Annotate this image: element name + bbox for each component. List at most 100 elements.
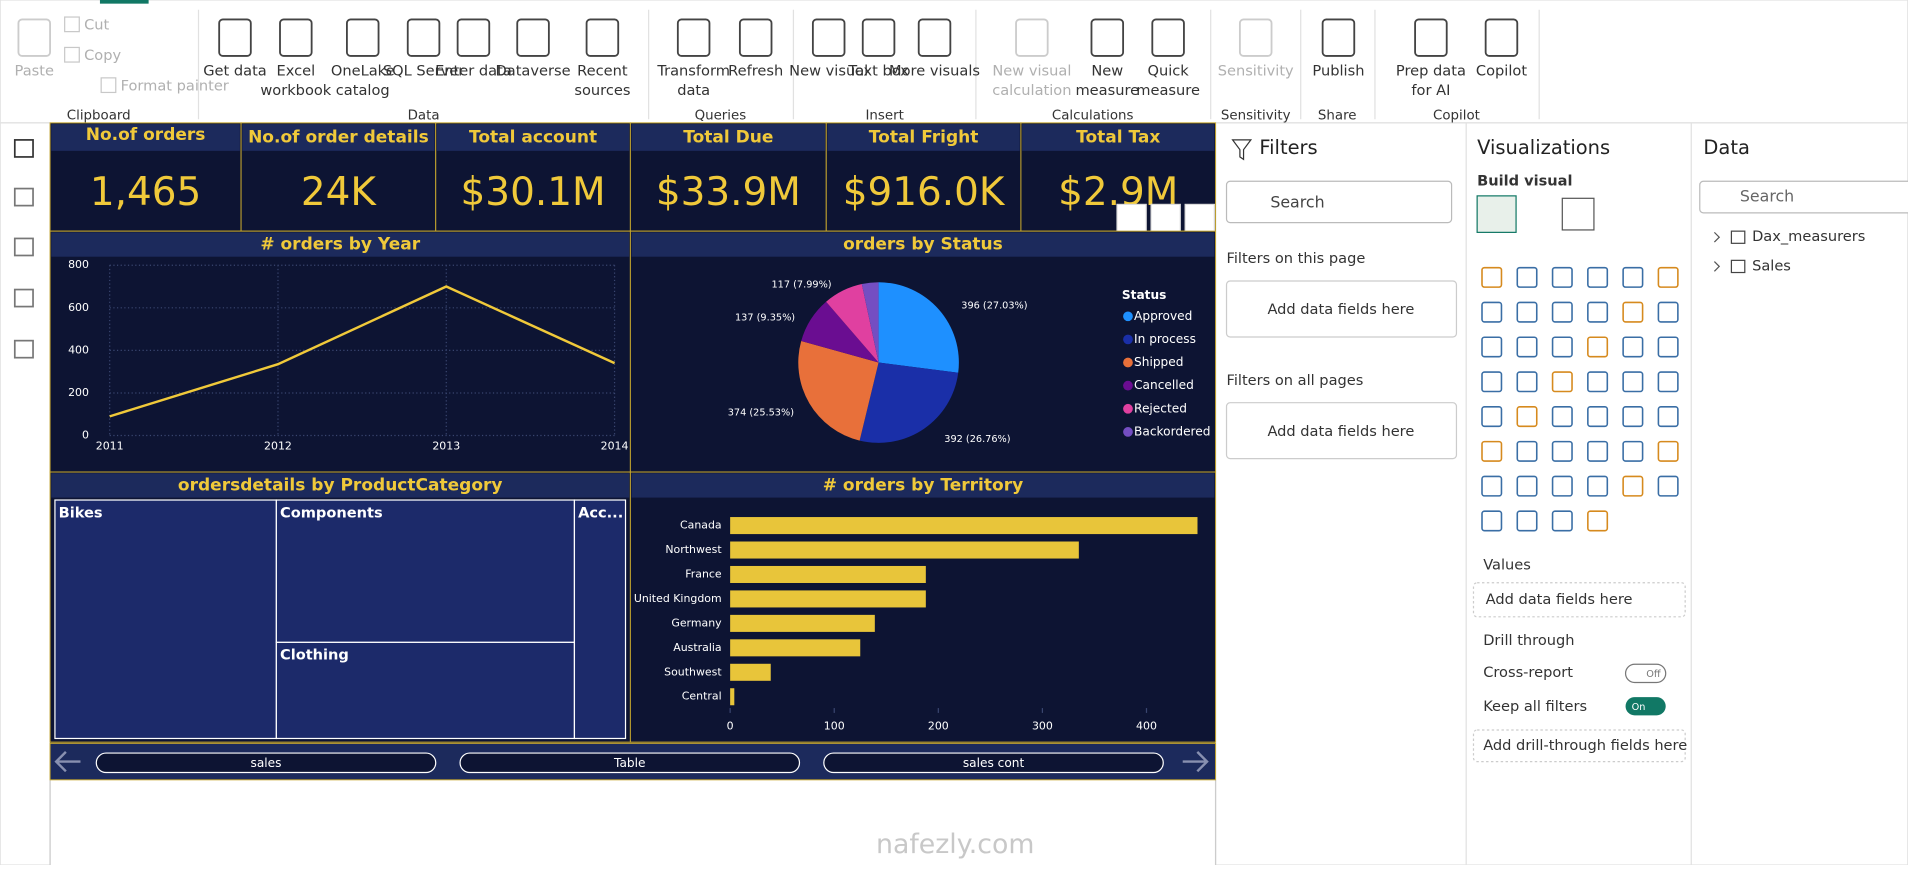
visual-type-icon[interactable] [1657,406,1679,428]
visual-type-icon[interactable] [1657,371,1679,393]
bar[interactable] [730,688,735,706]
legend-entry[interactable]: Cancelled [1134,378,1194,392]
ribbon-button[interactable]: New visual [789,62,869,80]
visual-type-icon[interactable] [1622,475,1644,497]
treemap-tile[interactable] [275,499,576,643]
ribbon-button-box[interactable]: New measure [1061,61,1153,105]
bar[interactable] [730,663,771,681]
bar[interactable] [730,517,1198,535]
visual-type-icon[interactable] [1481,301,1503,323]
focus-mode[interactable] [1150,203,1181,232]
visual-type-icon[interactable] [1657,475,1679,497]
ribbon-button[interactable]: Sensitivity [1217,62,1294,80]
visual-type-icon[interactable] [1622,440,1644,462]
visual-type-icon[interactable] [1551,406,1573,428]
treemap-tile[interactable] [275,641,576,740]
ribbon-button-box[interactable]: Copilot [1455,61,1547,105]
visual-type-icon[interactable] [1516,301,1538,323]
ribbon-button-box[interactable]: OneLake catalog [317,61,409,105]
ribbon-button[interactable]: Enter data [435,62,512,80]
legend-entry[interactable]: In process [1134,332,1196,346]
ribbon-button-box[interactable]: Publish [1292,61,1384,105]
visual-type-icon[interactable] [1516,371,1538,393]
bar[interactable] [730,541,1079,559]
visual-type-icon[interactable] [1551,301,1573,323]
ribbon-button[interactable]: Prep data for AI [1395,62,1466,99]
ribbon-button[interactable]: Get data [203,62,267,80]
ribbon-button-box[interactable]: New visual [782,61,874,105]
drop-well[interactable] [1472,582,1686,618]
ribbon-button[interactable]: New visual calculation [992,62,1072,99]
ribbon-button[interactable]: Text box [848,62,909,80]
ribbon-button-box[interactable]: Refresh [709,61,801,105]
visual-type-icon[interactable] [1481,336,1503,358]
ribbon-button[interactable]: Format painter [121,77,229,94]
visual-type-icon[interactable] [1481,475,1503,497]
ribbon-button-box[interactable]: Prep data for AI [1385,61,1477,105]
format-tab[interactable] [1561,197,1595,231]
visual-type-icon[interactable] [1587,440,1609,462]
ribbon-button-box[interactable]: Transform data [647,61,739,105]
ribbon-button-box[interactable]: Get data [189,61,281,105]
visual-type-icon[interactable] [1481,406,1503,428]
ribbon-button-box[interactable]: Dataverse [487,61,579,105]
more-options[interactable] [1184,203,1215,232]
treemap-tile[interactable] [54,499,277,740]
expand-chevron[interactable] [1713,231,1721,243]
page-tab[interactable] [823,752,1164,774]
search-box[interactable] [1699,180,1908,214]
ribbon-button-box[interactable]: New visual calculation [986,61,1078,105]
ribbon-button[interactable]: New measure [1075,62,1140,99]
legend-entry[interactable]: Backordered [1134,424,1210,438]
table-name[interactable]: Sales [1752,257,1791,274]
prev-arrow[interactable] [54,750,81,773]
visual-type-icon[interactable] [1516,510,1538,532]
visual-type-icon[interactable] [1657,440,1679,462]
ribbon-button-box[interactable]: Text box [832,61,924,105]
visual-type-icon[interactable] [1587,301,1609,323]
legend-entry[interactable]: Approved [1134,309,1192,323]
visual-type-icon[interactable] [1657,266,1679,288]
ribbon-button[interactable]: Cut [84,17,109,34]
visual-type-icon[interactable] [1622,336,1644,358]
nav-icon[interactable] [13,288,34,308]
build-tab[interactable] [1476,195,1517,233]
drop-well[interactable] [1225,280,1458,338]
ribbon-button-box[interactable]: SQL Server [377,61,469,105]
ribbon-button-box[interactable]: Excel workbook [250,61,342,105]
toggle[interactable] [1625,697,1666,716]
ribbon-button-box[interactable]: Quick measure [1122,61,1214,105]
expand-chevron[interactable] [1713,261,1721,272]
nav-icon[interactable] [13,339,34,359]
ribbon-button[interactable]: Dataverse [495,62,571,80]
visual-type-icon[interactable] [1516,266,1538,288]
bar[interactable] [730,639,861,657]
ribbon-button[interactable]: Quick measure [1136,62,1200,99]
ribbon-button[interactable]: Refresh [728,62,784,80]
page-tab[interactable] [459,752,801,774]
visual-type-icon[interactable] [1587,475,1609,497]
visual-type-icon[interactable] [1587,510,1609,532]
ribbon-button[interactable]: SQL Server [382,62,465,80]
ribbon-button[interactable]: OneLake catalog [330,62,395,99]
ribbon-button-box[interactable]: Paste [0,61,80,105]
visual-type-icon[interactable] [1587,371,1609,393]
visual-type-icon[interactable] [1622,371,1644,393]
treemap-tile[interactable] [573,499,627,740]
page-tab-label[interactable]: sales [251,756,282,770]
drop-well[interactable] [1472,729,1686,763]
toggle[interactable] [1624,663,1667,684]
visual-type-icon[interactable] [1551,336,1573,358]
visual-type-icon[interactable] [1622,301,1644,323]
visual-type-icon[interactable] [1587,336,1609,358]
nav-icon[interactable] [13,139,34,158]
visual-type-icon[interactable] [1516,406,1538,428]
ribbon-button[interactable]: Copy [84,47,121,64]
bar[interactable] [730,590,926,608]
ribbon-button[interactable]: Transform data [657,62,730,99]
ribbon-button[interactable]: Recent sources [574,62,631,99]
ribbon-button[interactable]: Copilot [1475,62,1528,80]
visual-type-icon[interactable] [1516,336,1538,358]
ribbon-button-box[interactable]: Sensitivity [1209,61,1301,105]
visual-type-icon[interactable] [1622,406,1644,428]
